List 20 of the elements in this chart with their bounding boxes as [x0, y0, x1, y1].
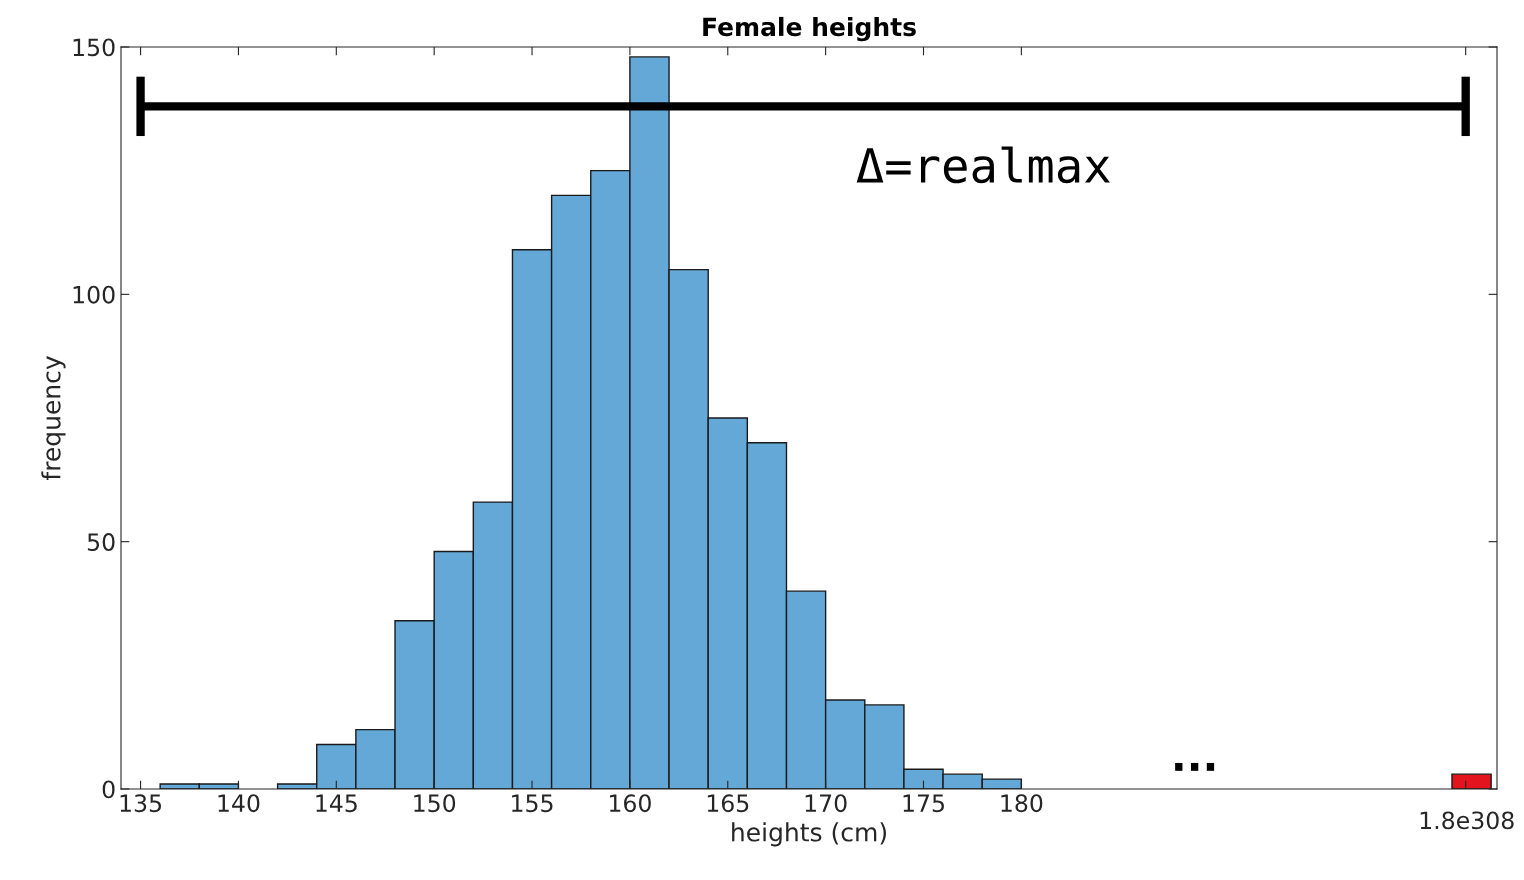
x-tick-label: 150: [414, 794, 456, 813]
x-tick-label: 160: [609, 794, 651, 813]
x-tick-label: 140: [218, 794, 260, 813]
x-tick-label: 135: [120, 794, 162, 813]
x-axis-title: heights (cm): [732, 822, 886, 847]
x-tick-label: 165: [707, 794, 749, 813]
y-tick-label: 50: [87, 533, 115, 551]
annotation: Δ=realmax: [856, 146, 1110, 184]
x-tick-label: 145: [316, 794, 357, 813]
x-tick-label: 170: [805, 794, 847, 813]
y-axis-title: frequency: [41, 356, 66, 481]
y-tick-label: 0: [102, 780, 115, 799]
annotation: ...: [1175, 762, 1215, 771]
x-tick-label: 175: [903, 794, 944, 813]
x-tick-label: 180: [1001, 794, 1043, 813]
chart-title: Female heights: [703, 16, 916, 42]
y-tick-label: 100: [73, 285, 115, 304]
text: 1.8e308: [1420, 811, 1514, 830]
x-tick-label: 155: [512, 794, 553, 813]
y-tick-label: 150: [73, 38, 115, 57]
